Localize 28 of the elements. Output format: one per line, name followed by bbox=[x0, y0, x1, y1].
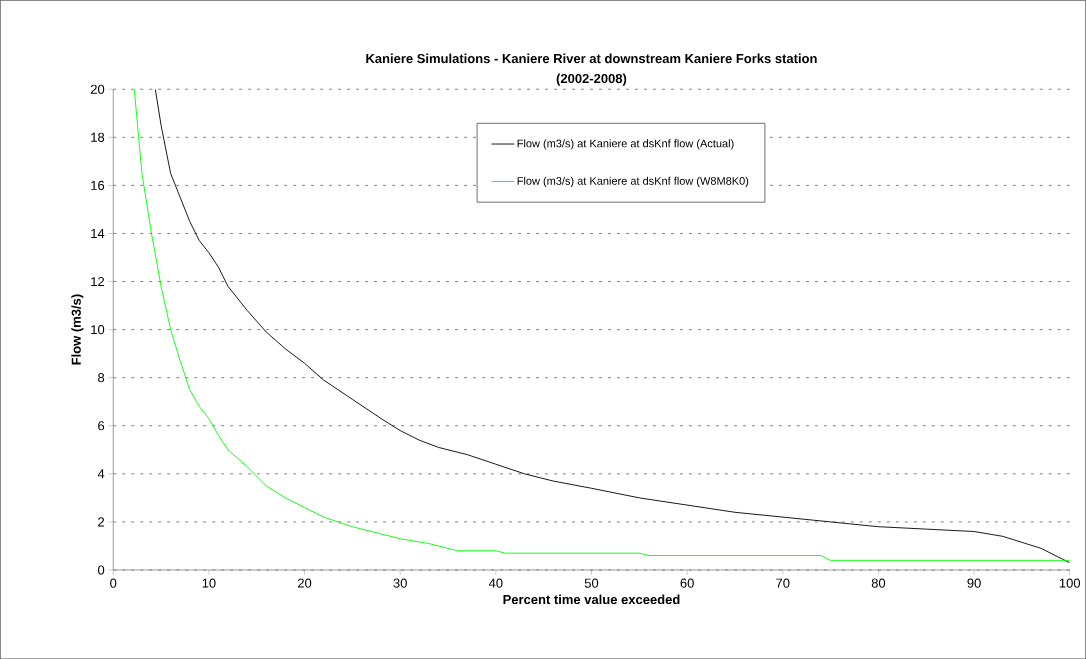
x-tick-label: 10 bbox=[202, 578, 216, 588]
x-tick-label: 80 bbox=[871, 578, 886, 588]
x-tick-label: 90 bbox=[967, 578, 981, 588]
y-axis-title: Flow (m3/s) bbox=[71, 294, 84, 365]
y-tick-label: 4 bbox=[97, 469, 105, 479]
x-axis-title: Percent time value exceeded bbox=[503, 594, 680, 604]
y-tick-label: 6 bbox=[98, 421, 105, 431]
x-tick-label: 50 bbox=[584, 578, 599, 588]
y-tick-label: 2 bbox=[98, 517, 105, 527]
y-tick-label: 0 bbox=[97, 565, 105, 575]
y-tick-label: 16 bbox=[91, 180, 105, 190]
x-tick-label: 20 bbox=[297, 578, 312, 588]
legend-label: Flow (m3/s) at Kaniere at dsKnf flow (W8M8K0) bbox=[517, 176, 749, 187]
x-tick-label: 40 bbox=[488, 578, 503, 588]
x-tick-label: 60 bbox=[680, 578, 694, 588]
y-tick-label: 12 bbox=[91, 276, 105, 286]
chart-title: Kaniere Simulations - Kaniere River at downstream Kaniere Forks station bbox=[366, 53, 817, 64]
y-tick-label: 8 bbox=[98, 372, 105, 383]
x-tick-label: 70 bbox=[776, 578, 790, 588]
legend-label: Flow (m3/s) at Kaniere at dsKnf flow (Actual) bbox=[517, 139, 734, 150]
x-tick-label: 0 bbox=[110, 578, 117, 588]
y-tick-label: 20 bbox=[90, 84, 105, 94]
x-tick-label: 30 bbox=[393, 578, 407, 588]
chart-subtitle: (2002-2008) bbox=[556, 73, 627, 86]
y-tick-label: 14 bbox=[91, 228, 105, 238]
y-tick-label: 10 bbox=[91, 324, 105, 335]
x-tick-label: 100 bbox=[1059, 578, 1081, 588]
y-tick-label: 18 bbox=[91, 132, 105, 142]
